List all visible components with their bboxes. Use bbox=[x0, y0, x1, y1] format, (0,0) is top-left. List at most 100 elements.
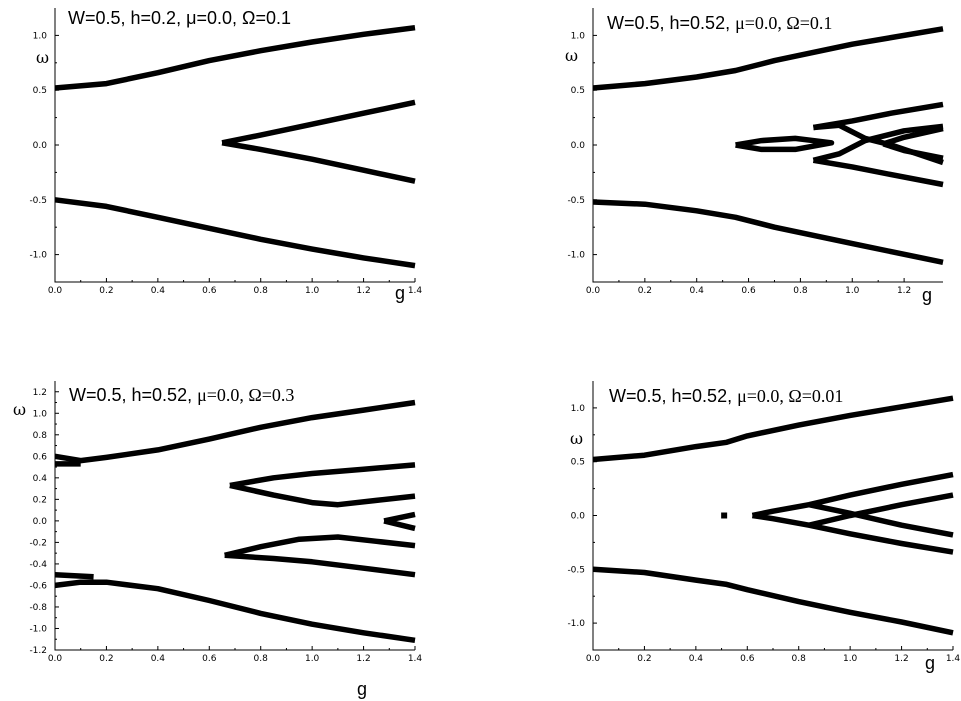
series-2-line bbox=[592, 566, 954, 636]
series-8-line bbox=[882, 125, 944, 147]
x-tick-label: 0.4 bbox=[151, 286, 166, 296]
x-tick-label: 0.0 bbox=[586, 286, 601, 296]
y-tick-label: -1.0 bbox=[567, 619, 585, 629]
series-8-line bbox=[224, 552, 416, 578]
series-5-line bbox=[808, 502, 954, 538]
x-tick-label: 1.2 bbox=[356, 286, 370, 296]
chart-title: W=0.5, h=0.52, μ=0.0, Ω=0.1 bbox=[607, 13, 832, 33]
y-tick-label: -0.4 bbox=[29, 560, 47, 570]
series-3-line bbox=[54, 579, 416, 644]
panel-1: 0.0 0.2 0.4 0.6 0.8 1.0 1.2 1.4 1.0 0.5 0.0 -0.5 -1.… bbox=[29, 8, 422, 303]
y-tick-label: 1.0 bbox=[33, 409, 48, 419]
x-tick-label: 0.8 bbox=[254, 654, 269, 664]
title-params-part: W=0.5, h=0.52, bbox=[69, 385, 197, 405]
x-tick-label: 0.0 bbox=[48, 286, 63, 296]
y-tick-label: -1.0 bbox=[29, 251, 47, 261]
chart-title: W=0.5, h=0.52, μ=0.0, Ω=0.3 bbox=[69, 385, 294, 405]
series-4-line bbox=[751, 512, 954, 555]
panel-3: 0.0 0.2 0.4 0.6 0.8 1.0 1.2 1.4 1.2 1.0 0.8 0.6 0.4 0… bbox=[13, 381, 422, 699]
x-tick-label: 0.8 bbox=[793, 286, 808, 296]
y-tick-label: 0.8 bbox=[33, 431, 48, 441]
series-3-line bbox=[221, 99, 416, 146]
axes-frame bbox=[592, 381, 953, 651]
x-tick-label: 1.2 bbox=[894, 654, 908, 664]
y-tick-label: 1.0 bbox=[33, 31, 48, 41]
y-tick-label: 1.2 bbox=[33, 388, 47, 398]
x-axis-label: g bbox=[395, 283, 405, 303]
x-tick-label: 1.4 bbox=[408, 654, 423, 664]
y-tick-label: 0.5 bbox=[571, 458, 585, 468]
panel-2: 0.0 0.2 0.4 0.6 0.8 1.0 1.2 1.0 0.5 0.0 -0.5 -1.0 ω g… bbox=[565, 8, 944, 305]
x-tick-label: 0.0 bbox=[586, 654, 601, 664]
y-axis-label: ω bbox=[36, 48, 49, 67]
x-tick-label: 1.0 bbox=[305, 654, 320, 664]
title-greek-part: μ=0.0, Ω=0.01 bbox=[737, 386, 843, 406]
x-tick-label: 0.4 bbox=[690, 286, 705, 296]
x-tick-label: 0.4 bbox=[689, 654, 704, 664]
x-axis-label: g bbox=[357, 679, 367, 699]
series-1-line bbox=[54, 399, 416, 464]
series-4-line bbox=[54, 571, 94, 580]
title-greek-part: μ=0.0, Ω=0.1 bbox=[186, 8, 291, 28]
x-tick-label: 1.0 bbox=[845, 286, 860, 296]
x-axis-label: g bbox=[925, 653, 935, 673]
y-tick-label: -1.2 bbox=[29, 646, 47, 656]
series-5-line bbox=[812, 123, 944, 163]
title-params-part: W=0.5, h=0.52, bbox=[609, 386, 737, 406]
x-tick-label: 0.6 bbox=[740, 654, 755, 664]
series-7-line bbox=[224, 534, 416, 558]
x-tick-label: 0.8 bbox=[792, 654, 807, 664]
x-tick-label: 1.4 bbox=[946, 654, 961, 664]
y-tick-label: -0.8 bbox=[29, 603, 47, 613]
y-tick-label: -1.0 bbox=[29, 624, 47, 634]
x-tick-label: 0.2 bbox=[99, 286, 113, 296]
y-tick-label: -0.2 bbox=[29, 538, 47, 548]
series-1-line bbox=[54, 24, 416, 91]
y-tick-label: 0.6 bbox=[33, 452, 48, 462]
series-10-line bbox=[383, 518, 416, 532]
series-2-line bbox=[54, 197, 416, 269]
x-tick-label: 0.2 bbox=[637, 654, 651, 664]
series-3-line bbox=[735, 135, 835, 153]
y-tick-label: 0.0 bbox=[33, 517, 48, 527]
x-tick-label: 0.8 bbox=[254, 286, 269, 296]
y-tick-label: -0.6 bbox=[29, 581, 47, 591]
y-tick-label: -0.5 bbox=[29, 196, 47, 206]
y-tick-label: -0.5 bbox=[567, 196, 585, 206]
series-2-line bbox=[592, 199, 944, 265]
series-4-line bbox=[221, 140, 416, 184]
y-axis-label: ω bbox=[570, 429, 583, 448]
x-axis-label: g bbox=[922, 285, 932, 305]
y-tick-label: -0.5 bbox=[567, 565, 585, 575]
title-params-part: W=0.5, h=0.2, bbox=[68, 8, 186, 28]
series-6-line bbox=[808, 492, 954, 528]
series-7-line bbox=[812, 157, 944, 188]
y-axis-label: ω bbox=[565, 46, 578, 65]
chart-title: W=0.5, h=0.2, μ=0.0, Ω=0.1 bbox=[68, 8, 291, 28]
point-marker bbox=[721, 512, 728, 519]
series-3-line bbox=[751, 471, 954, 519]
x-tick-label: 1.2 bbox=[897, 286, 911, 296]
y-tick-label: 0.0 bbox=[571, 141, 586, 151]
x-tick-label: 1.4 bbox=[408, 286, 423, 296]
y-tick-label: 0.5 bbox=[571, 86, 585, 96]
y-tick-label: 0.5 bbox=[33, 86, 47, 96]
series-6-line bbox=[812, 101, 944, 131]
x-tick-label: 0.6 bbox=[202, 654, 217, 664]
panel-4: 0.0 0.2 0.4 0.6 0.8 1.0 1.2 1.4 1.0 0.5 0.0 -0.5 -1.… bbox=[567, 381, 960, 673]
chart-title: W=0.5, h=0.52, μ=0.0, Ω=0.01 bbox=[609, 386, 843, 406]
series-6-line bbox=[229, 482, 416, 508]
x-tick-label: 1.0 bbox=[843, 654, 858, 664]
title-params-part: W=0.5, h=0.52, bbox=[607, 13, 735, 33]
x-tick-label: 0.6 bbox=[741, 286, 756, 296]
x-tick-label: 1.0 bbox=[305, 286, 320, 296]
y-tick-label: 0.0 bbox=[33, 141, 48, 151]
series-1-line bbox=[592, 26, 944, 91]
y-axis-label: ω bbox=[13, 400, 26, 419]
x-tick-label: 0.6 bbox=[202, 286, 217, 296]
y-tick-label: 0.4 bbox=[33, 474, 48, 484]
y-tick-label: -1.0 bbox=[567, 251, 585, 261]
y-tick-label: 0.2 bbox=[33, 495, 47, 505]
x-tick-label: 0.4 bbox=[151, 654, 166, 664]
series-5-line bbox=[229, 462, 416, 489]
